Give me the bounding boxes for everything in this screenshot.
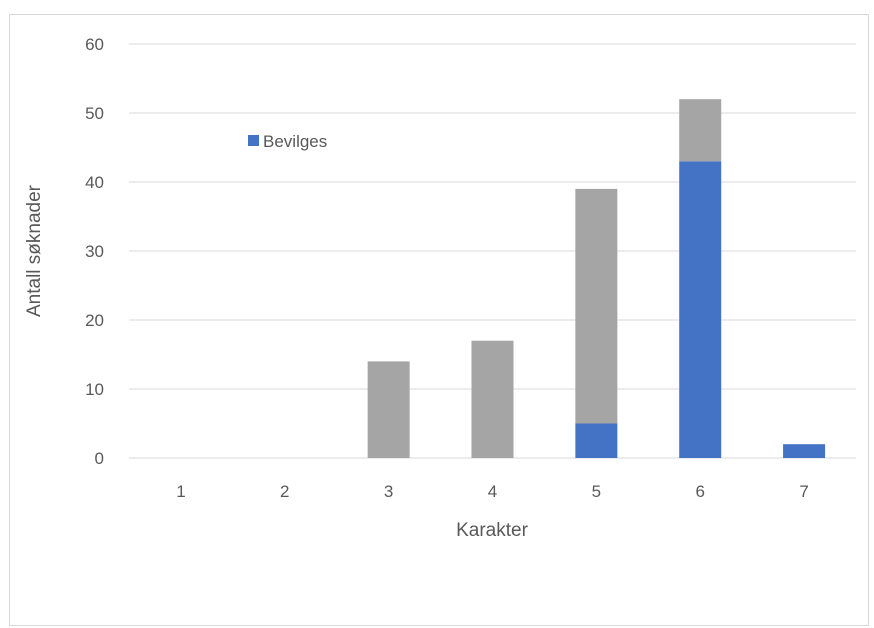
bar-series-2-5 [575,188,618,424]
x-tick-label: 4 [488,482,497,501]
legend: Bevilges [248,132,327,151]
x-tick-label: 5 [592,482,601,501]
x-tick-label: 3 [384,482,393,501]
y-tick-label: 20 [85,311,104,330]
y-axis-title: Antall søknader [24,184,45,317]
x-tick-label: 6 [695,482,704,501]
bar-series-2-3 [367,361,410,458]
bar-bevilges-5 [575,423,618,458]
x-axis-tick-labels: 1 2 3 4 5 6 7 [176,482,809,501]
bar-series-2-6 [679,99,722,162]
y-axis-tick-labels: 0 10 20 30 40 50 60 [85,35,104,468]
y-tick-label: 0 [95,449,104,468]
x-tick-label: 7 [799,482,808,501]
y-tick-label: 40 [85,173,104,192]
legend-label-bevilges: Bevilges [263,132,327,151]
x-tick-label: 1 [176,482,185,501]
x-tick-label: 2 [280,482,289,501]
y-tick-label: 50 [85,104,104,123]
bars [367,99,826,459]
y-tick-label: 30 [85,242,104,261]
bar-series-2-4 [471,340,514,458]
y-tick-label: 60 [85,35,104,54]
y-tick-label: 10 [85,380,104,399]
legend-swatch-bevilges [248,135,259,146]
gridlines [129,43,856,459]
x-axis-title: Karakter [456,520,528,541]
bar-bevilges-6 [679,161,722,459]
bar-bevilges-7 [783,444,826,458]
